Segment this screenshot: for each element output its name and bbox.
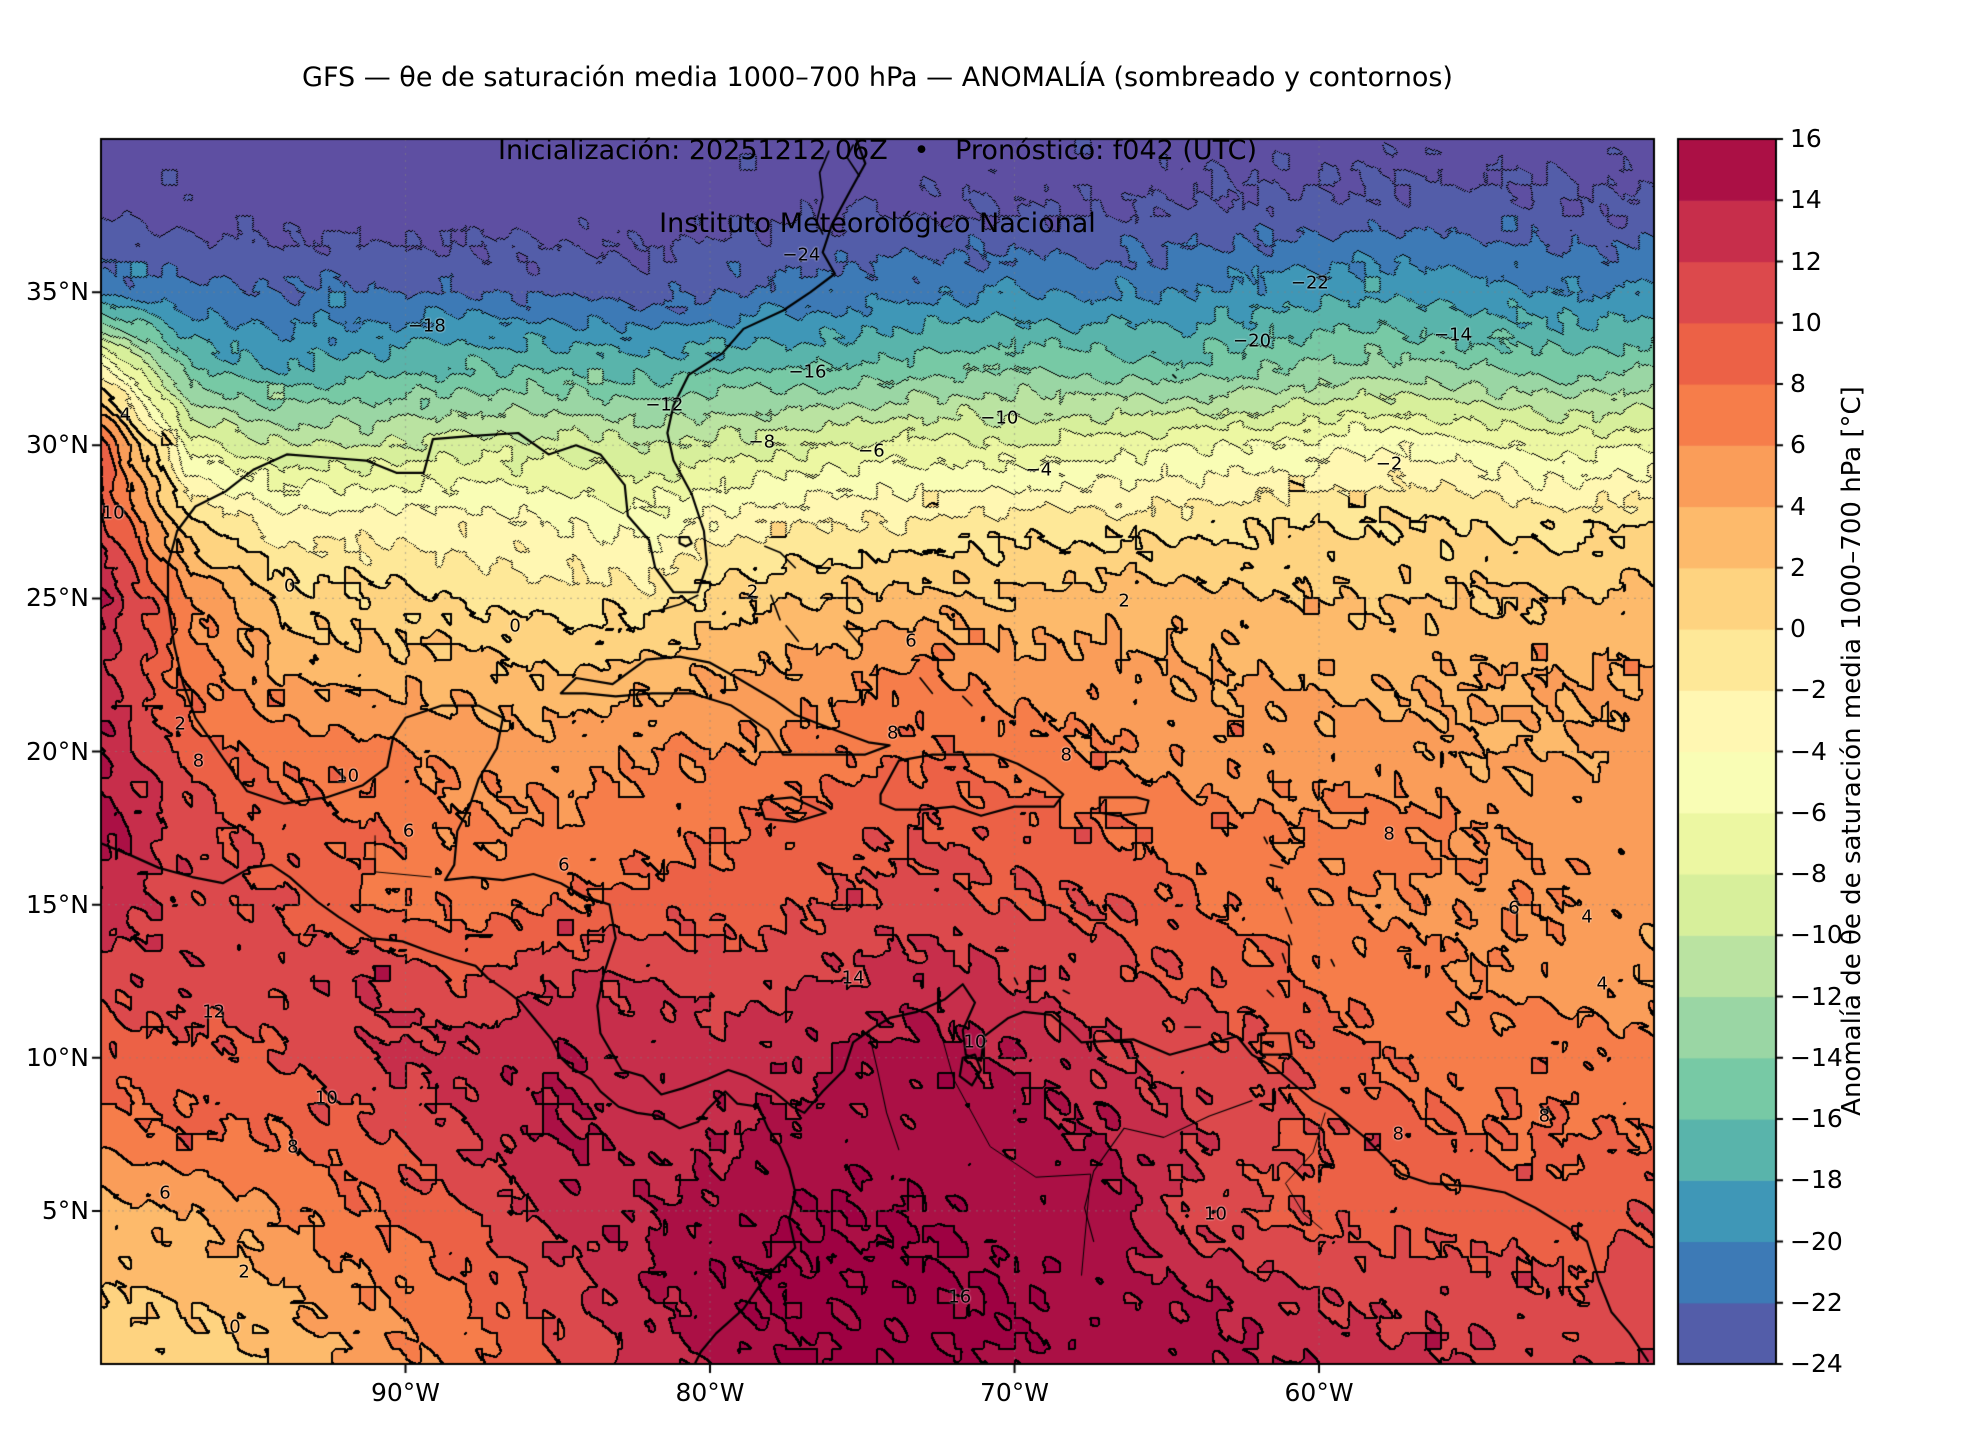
title-block: GFS — θe de saturación media 1000–700 hP…: [101, 22, 1654, 279]
colorbar-label: Anomalía de θe de saturación media 1000–…: [1837, 386, 1867, 1116]
chart-title: GFS — θe de saturación media 1000–700 hP…: [302, 62, 1453, 93]
chart-subtitle: Inicialización: 20251212 06Z • Pronóstic…: [497, 135, 1257, 166]
chart-institution: Instituto Meteorológico Nacional: [659, 208, 1096, 239]
